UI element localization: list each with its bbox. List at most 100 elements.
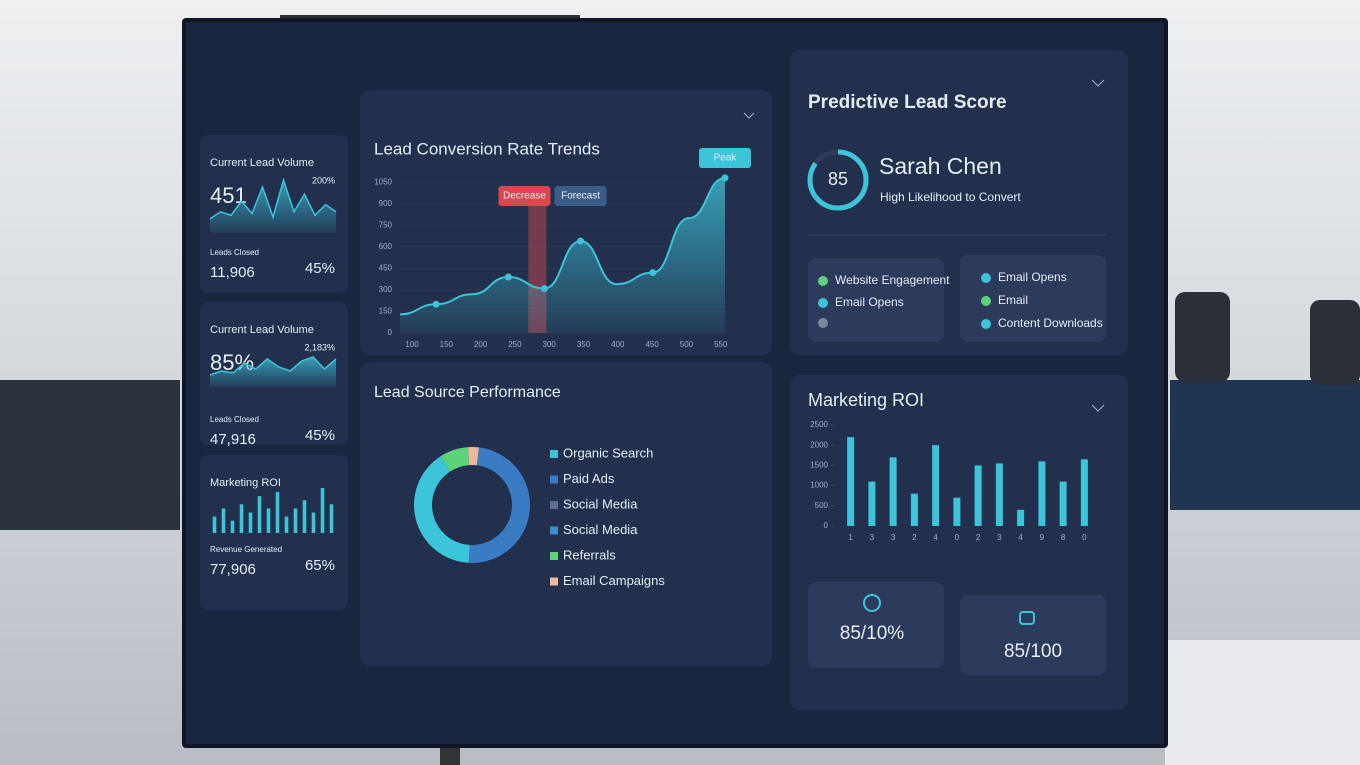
card-sub-value: 47,916: [210, 431, 256, 448]
y-tick-label: 1050: [374, 177, 392, 186]
bar: [1017, 509, 1025, 526]
bar: [1059, 481, 1067, 526]
icon: [863, 594, 881, 612]
x-tick-label: 3: [870, 533, 875, 542]
score-ring: [807, 149, 869, 211]
card-percent: 65%: [305, 557, 335, 574]
bar: [995, 463, 1003, 526]
sparkbar: [266, 508, 271, 533]
sparkline: [209, 177, 337, 220]
roi-title: Marketing ROI: [808, 390, 924, 410]
icon: [1019, 611, 1035, 625]
sparkbar: [302, 500, 307, 533]
trend-point: [577, 237, 585, 245]
legend-label: Organic Search: [563, 445, 653, 460]
y-tick-label: 2000: [810, 440, 828, 449]
chevron: [743, 112, 755, 119]
donut-segment: [414, 456, 470, 563]
card-change: 200%: [312, 175, 335, 185]
legend-swatch: [550, 526, 558, 535]
sparkbar: [230, 520, 235, 533]
factor-box: [808, 258, 944, 342]
legend-dot: [981, 319, 991, 329]
x-tick-label: 1: [848, 533, 853, 542]
y-tick-label: 600: [379, 242, 393, 251]
legend-dot: [981, 296, 991, 306]
factor-label: Content Downloads: [998, 316, 1103, 330]
sources-panel: [360, 362, 772, 666]
annotation-box: [699, 148, 751, 168]
sparkbar: [239, 504, 244, 533]
y-tick-label: 300: [379, 285, 393, 294]
y-tick-label: 150: [379, 307, 393, 316]
sparkbar: [329, 504, 334, 533]
x-tick-label: 150: [440, 340, 454, 349]
card-title: Current Lead Volume: [210, 324, 314, 336]
x-tick-label: 4: [1018, 533, 1023, 542]
trend-point: [504, 273, 512, 281]
bar: [868, 481, 876, 526]
card-sub-label: Revenue Generated: [210, 545, 282, 554]
x-tick-label: 450: [645, 340, 659, 349]
factor-label: Email Opens: [998, 270, 1067, 284]
factor-label: Website Engagement: [835, 273, 950, 287]
card-change: 2,183%: [304, 342, 335, 352]
annotation-box: [554, 186, 607, 206]
sparkbar: [275, 492, 280, 533]
trend-line: [399, 176, 726, 316]
bar: [910, 493, 918, 526]
card-title: Marketing ROI: [210, 477, 281, 489]
sparkbar: [212, 516, 217, 533]
bar: [1038, 461, 1046, 526]
y-tick-label: 0: [824, 521, 829, 530]
x-tick-label: 8: [1061, 533, 1066, 542]
trend-point: [432, 300, 440, 308]
bar: [974, 465, 982, 526]
trend-title: Lead Conversion Rate Trends: [374, 139, 600, 158]
sparkbar: [221, 508, 226, 533]
background-monitor: [0, 380, 180, 530]
score-title: Predictive Lead Score: [808, 92, 1007, 113]
background-monitor: [1170, 380, 1360, 510]
card-title: Current Lead Volume: [210, 157, 314, 169]
legend-swatch: [550, 501, 558, 509]
bar: [953, 497, 961, 526]
sparkbar: [320, 488, 325, 533]
x-tick-label: 2: [976, 533, 981, 542]
sparkbar: [293, 508, 298, 533]
legend-label: Social Media: [563, 522, 638, 537]
sparkbar: [257, 496, 262, 533]
lead-name: Sarah Chen: [879, 153, 1002, 179]
legend-swatch: [550, 475, 558, 484]
stat-box: [960, 595, 1106, 675]
annotation: Peak: [714, 153, 738, 164]
x-tick-label: 550: [714, 340, 728, 349]
stat-value: 85/100: [1004, 641, 1062, 662]
person: [1310, 300, 1360, 385]
trend-point: [649, 269, 657, 277]
legend-dot: [818, 276, 828, 286]
x-tick-label: 300: [543, 340, 557, 349]
x-tick-label: 400: [611, 340, 625, 349]
x-tick-label: 2: [912, 533, 917, 542]
y-tick-label: 450: [379, 263, 393, 272]
x-tick-label: 4: [933, 533, 938, 542]
stat-box: [808, 582, 944, 668]
legend-swatch: [550, 552, 558, 560]
chevron: [1091, 79, 1105, 87]
annotation: Decrease: [503, 191, 546, 202]
x-tick-label: 500: [680, 340, 694, 349]
x-tick-label: 3: [891, 533, 896, 542]
donut-segment: [440, 447, 470, 472]
factor-label: Email: [998, 293, 1028, 307]
legend-swatch: [550, 577, 558, 586]
y-tick-label: 750: [379, 220, 393, 229]
factor-box: [960, 255, 1106, 342]
x-tick-label: 0: [1082, 533, 1087, 542]
x-tick-label: 9: [1040, 533, 1045, 542]
score-value: 85: [828, 169, 848, 189]
y-tick-label: 2500: [810, 420, 828, 429]
legend-dot: [981, 273, 991, 283]
annotation: Forecast: [561, 191, 600, 202]
